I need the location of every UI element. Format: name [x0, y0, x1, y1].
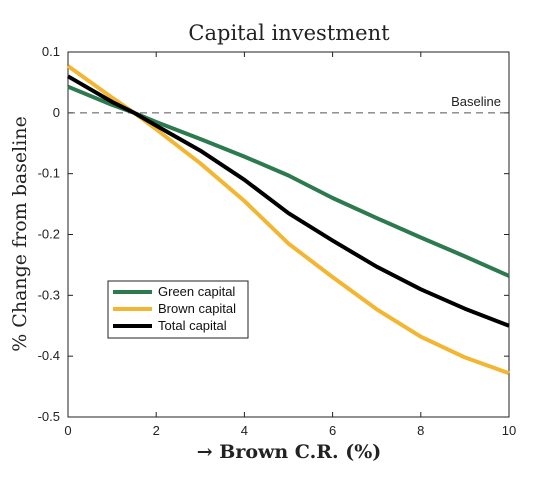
series-lines: [66, 64, 510, 376]
y-tick-label: -0.4: [38, 348, 60, 363]
y-tick-label: -0.3: [38, 287, 60, 302]
x-axis: 0 2 4 6 8 10: [64, 52, 516, 438]
legend-label: Total capital: [158, 318, 227, 333]
series-line-total-capital: [66, 74, 510, 328]
legend-label: Brown capital: [158, 301, 236, 316]
chart-title: Capital investment: [188, 21, 390, 45]
y-tick-label: -0.1: [38, 166, 60, 181]
x-tick-label: 4: [241, 423, 248, 438]
legend: Green capital Brown capital Total capital: [107, 280, 249, 339]
plot-frame: [67, 51, 510, 418]
legend-label: Green capital: [158, 284, 235, 299]
x-tick-label: 8: [417, 423, 424, 438]
y-axis: 0.1 0 -0.1 -0.2 -0.3 -0.4 -0.5: [38, 44, 509, 424]
x-axis-label: → Brown C.R. (%): [197, 441, 382, 463]
y-tick-label: -0.2: [38, 227, 60, 242]
baseline-label: Baseline: [451, 94, 501, 109]
y-axis-label: % Change from baseline: [9, 116, 31, 352]
x-tick-label: 6: [329, 423, 336, 438]
y-tick-label: 0.1: [42, 44, 60, 59]
x-tick-label: 0: [64, 423, 71, 438]
x-tick-label: 2: [153, 423, 160, 438]
y-tick-label: -0.5: [38, 409, 60, 424]
baseline-reference: Baseline: [68, 94, 509, 114]
y-tick-label: 0: [53, 105, 60, 120]
x-tick-label: 10: [502, 423, 516, 438]
